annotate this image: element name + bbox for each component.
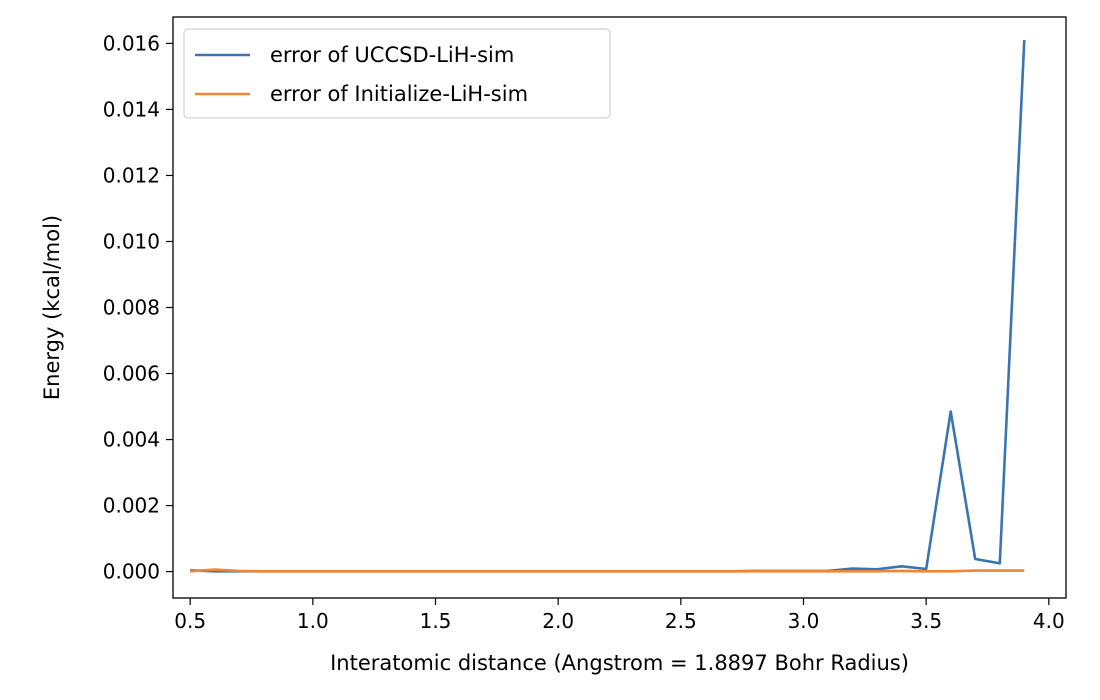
series-line-1 bbox=[190, 40, 1026, 573]
series-layer bbox=[190, 40, 1026, 573]
y-tick-label: 0.000 bbox=[103, 560, 160, 584]
legend-label: error of Initialize-LiH-sim bbox=[270, 82, 528, 106]
y-tick-label: 0.012 bbox=[103, 163, 160, 187]
legend: error of UCCSD-LiH-sim error of Initializ… bbox=[183, 28, 611, 119]
legend-box bbox=[183, 28, 611, 119]
y-tick-label: 0.016 bbox=[103, 31, 160, 55]
x-axis-label: Interatomic distance (Angstrom = 1.8897 … bbox=[330, 651, 909, 675]
y-tick-label: 0.008 bbox=[103, 296, 160, 320]
y-tick-label: 0.002 bbox=[103, 494, 160, 518]
x-tick-label: 1.0 bbox=[297, 609, 329, 633]
x-axis-ticks: 0.5 1.0 1.5 2.0 2.5 3.0 3.5 4.0 bbox=[174, 598, 1065, 633]
y-tick-label: 0.004 bbox=[103, 428, 160, 452]
x-tick-label: 0.5 bbox=[174, 609, 206, 633]
legend-label: error of UCCSD-LiH-sim bbox=[270, 43, 514, 67]
y-axis-label: Energy (kcal/mol) bbox=[40, 215, 64, 400]
x-tick-label: 2.0 bbox=[542, 609, 574, 633]
x-tick-label: 2.5 bbox=[665, 609, 697, 633]
y-axis-ticks: 0.000 0.002 0.004 0.006 0.008 0.010 0.012 0.014… bbox=[103, 31, 173, 584]
y-tick-label: 0.014 bbox=[103, 97, 160, 121]
series-line-2 bbox=[190, 568, 1025, 573]
y-tick-label: 0.010 bbox=[103, 229, 160, 253]
x-tick-label: 1.5 bbox=[420, 609, 452, 633]
x-tick-label: 4.0 bbox=[1033, 609, 1065, 633]
x-tick-label: 3.0 bbox=[788, 609, 820, 633]
y-tick-label: 0.006 bbox=[103, 362, 160, 386]
x-tick-label: 3.5 bbox=[910, 609, 942, 633]
